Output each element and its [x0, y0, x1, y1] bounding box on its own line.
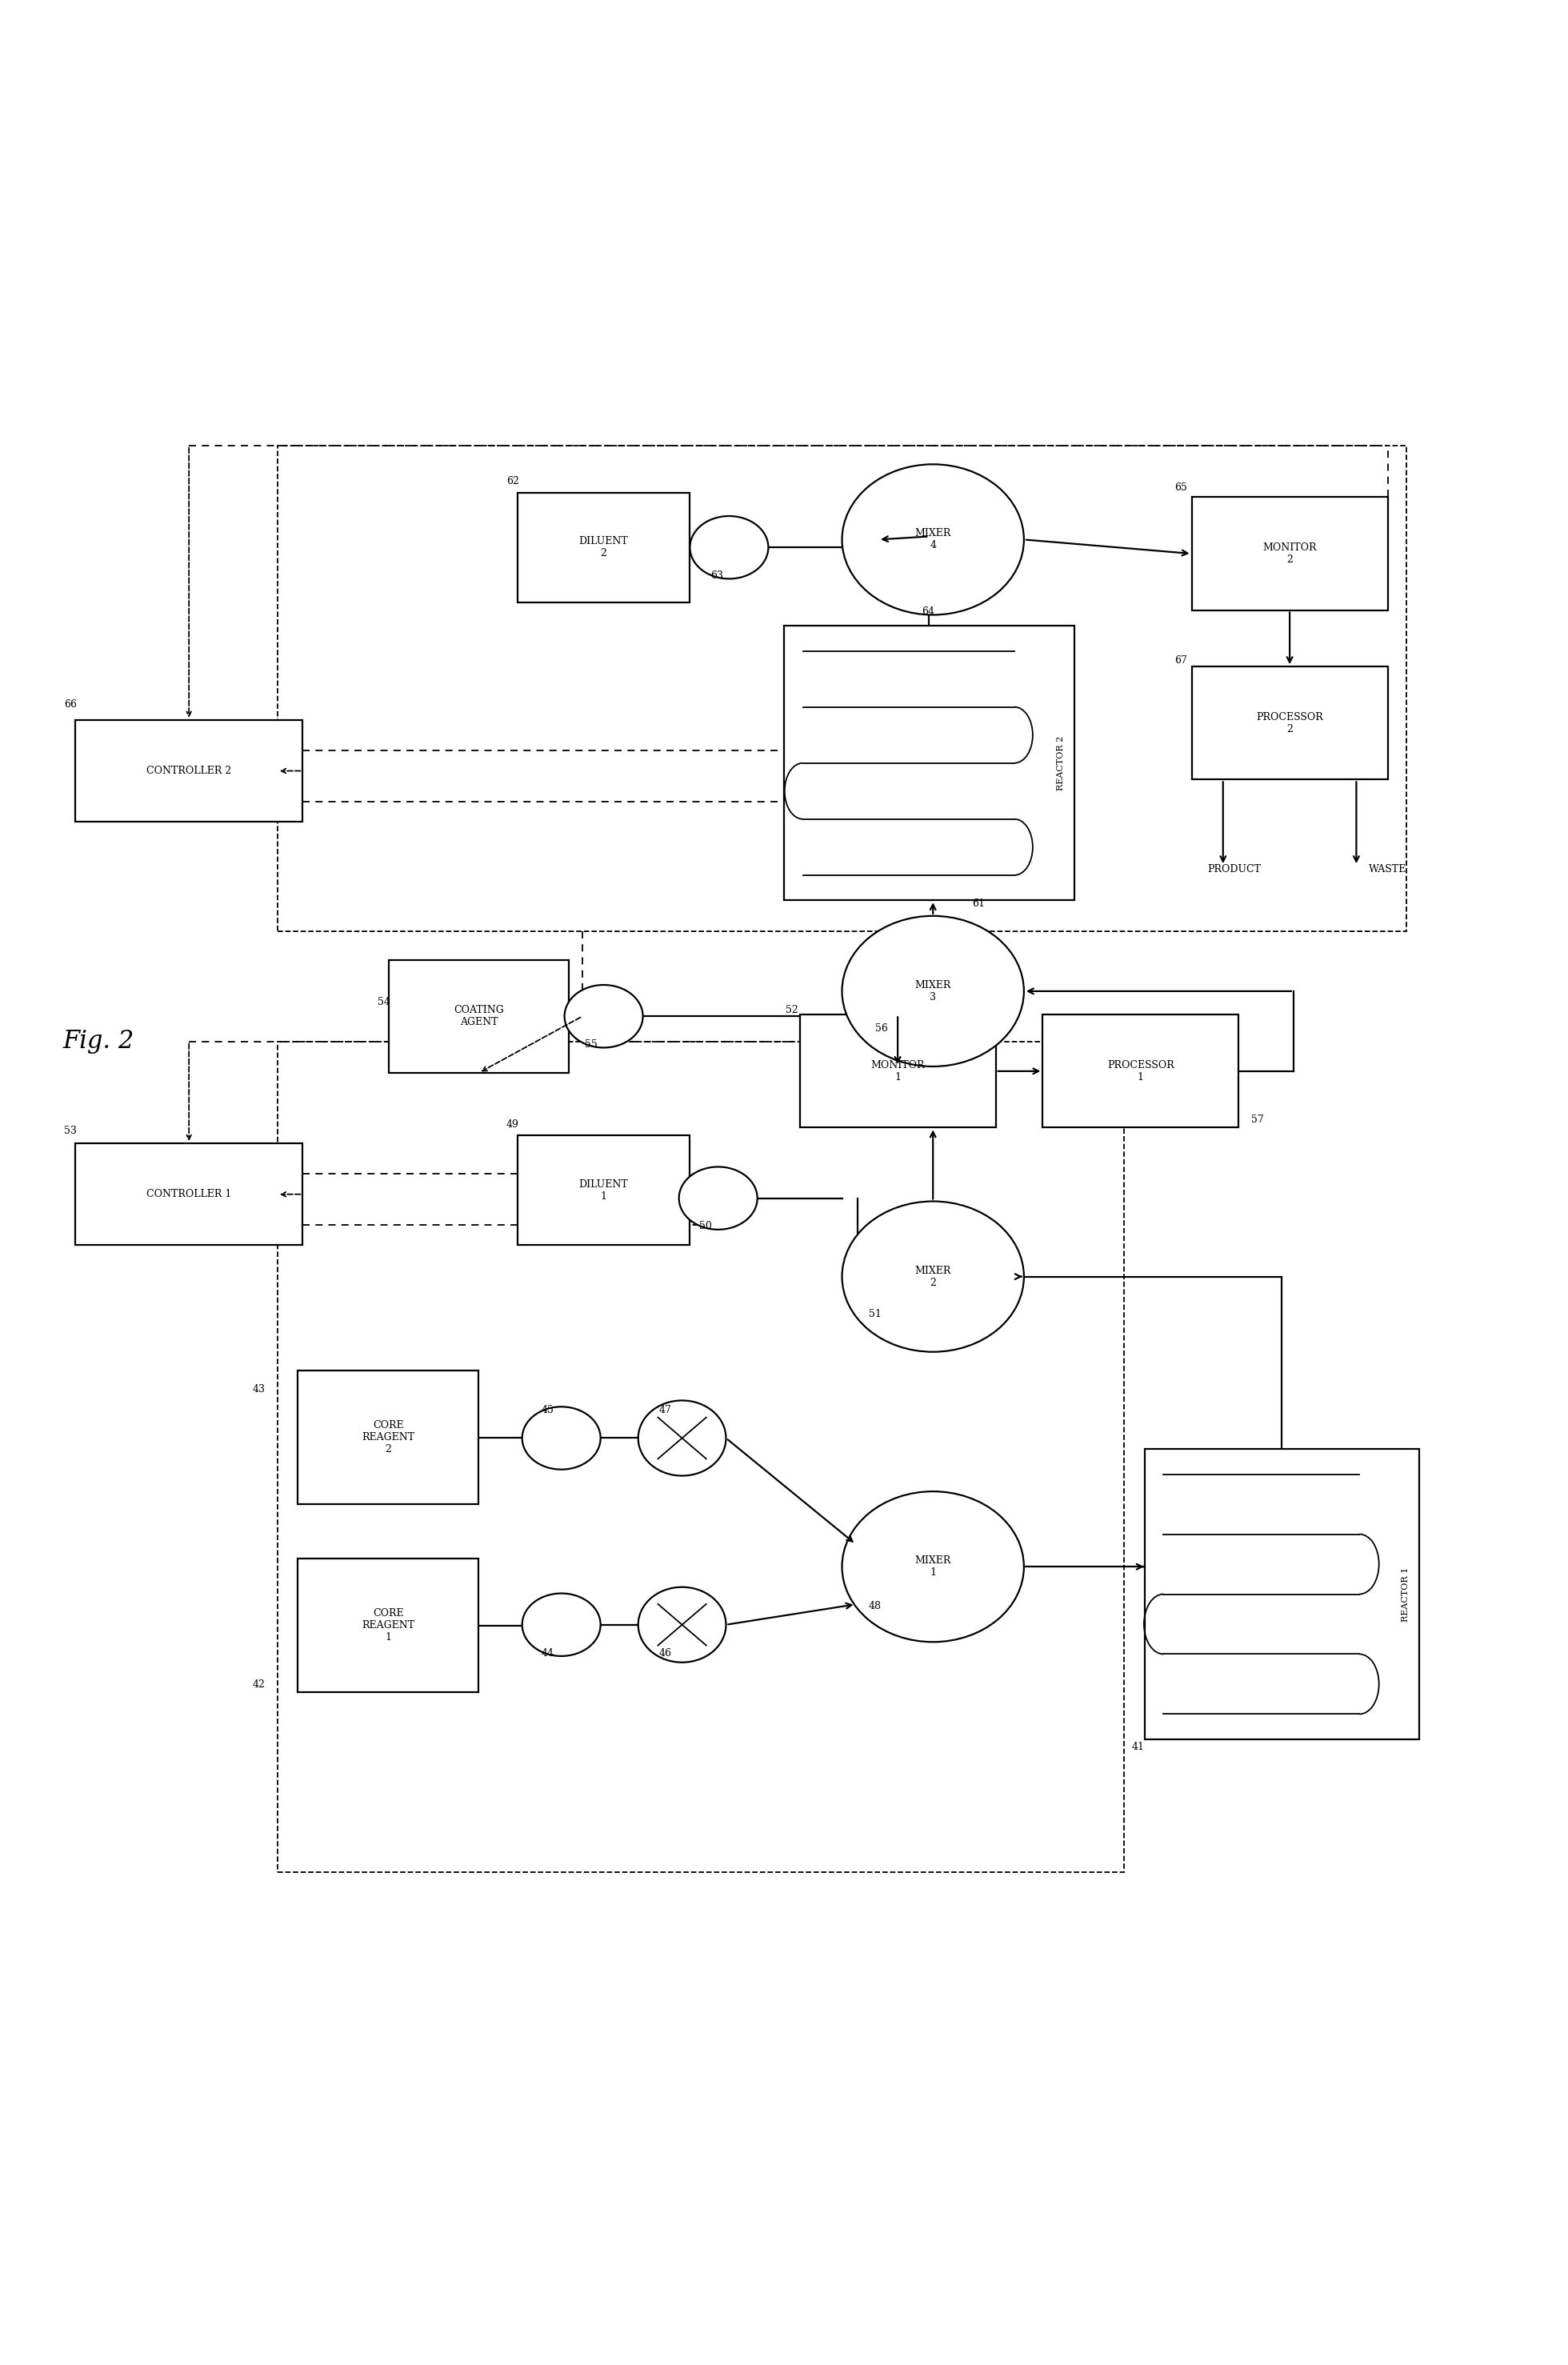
Text: 46: 46: [659, 1648, 671, 1658]
Ellipse shape: [842, 464, 1024, 615]
Text: 48: 48: [869, 1601, 881, 1611]
Text: 50: 50: [699, 1220, 712, 1232]
Text: MONITOR
2: MONITOR 2: [1262, 542, 1317, 565]
Text: 52: 52: [786, 1005, 798, 1015]
Text: MIXER
3: MIXER 3: [914, 979, 952, 1003]
Text: 66: 66: [64, 700, 77, 710]
Text: COATING
AGENT: COATING AGENT: [453, 1005, 505, 1026]
Text: 62: 62: [506, 475, 519, 487]
Text: 49: 49: [506, 1119, 519, 1130]
Ellipse shape: [842, 1492, 1024, 1641]
Text: 54: 54: [378, 998, 390, 1007]
Text: 63: 63: [710, 570, 723, 582]
Bar: [1043, 1015, 1239, 1128]
Text: 43: 43: [252, 1384, 265, 1395]
Ellipse shape: [638, 1400, 726, 1476]
Text: MONITOR
1: MONITOR 1: [870, 1060, 925, 1083]
Text: 56: 56: [875, 1024, 887, 1034]
Text: 45: 45: [541, 1405, 554, 1414]
Text: 55: 55: [585, 1038, 597, 1050]
Text: 51: 51: [869, 1308, 881, 1320]
Bar: [278, 1041, 1124, 1873]
Text: 44: 44: [541, 1648, 554, 1658]
Bar: [278, 445, 1406, 932]
Bar: [800, 1015, 996, 1128]
Ellipse shape: [842, 915, 1024, 1067]
Text: DILUENT
2: DILUENT 2: [579, 537, 629, 558]
Bar: [75, 1142, 303, 1246]
Text: REACTOR 1: REACTOR 1: [1402, 1568, 1410, 1622]
Bar: [75, 719, 303, 821]
Ellipse shape: [564, 984, 643, 1048]
Text: 47: 47: [659, 1405, 671, 1414]
Text: MIXER
1: MIXER 1: [914, 1556, 952, 1577]
Text: MIXER
2: MIXER 2: [914, 1265, 952, 1289]
Text: Fig. 2: Fig. 2: [63, 1029, 135, 1055]
Text: 67: 67: [1174, 655, 1187, 665]
Bar: [517, 1135, 690, 1246]
Bar: [389, 960, 569, 1074]
Text: 61: 61: [972, 899, 985, 908]
Bar: [1145, 1450, 1419, 1738]
Text: REACTOR 2: REACTOR 2: [1057, 736, 1065, 790]
Text: 42: 42: [252, 1679, 265, 1689]
Text: 41: 41: [1132, 1743, 1145, 1752]
Ellipse shape: [842, 1201, 1024, 1353]
Ellipse shape: [690, 516, 768, 579]
Bar: [784, 627, 1074, 901]
Ellipse shape: [522, 1594, 601, 1656]
Text: CORE
REAGENT
1: CORE REAGENT 1: [362, 1608, 414, 1644]
Bar: [1192, 497, 1388, 610]
Ellipse shape: [679, 1166, 757, 1230]
Text: 65: 65: [1174, 482, 1187, 492]
Text: PRODUCT: PRODUCT: [1207, 863, 1261, 875]
Text: PROCESSOR
2: PROCESSOR 2: [1256, 712, 1323, 733]
Bar: [1192, 667, 1388, 780]
Text: CONTROLLER 2: CONTROLLER 2: [146, 766, 232, 776]
Bar: [298, 1372, 478, 1504]
Text: MIXER
4: MIXER 4: [914, 527, 952, 551]
Text: WASTE: WASTE: [1369, 863, 1406, 875]
Text: CORE
REAGENT
2: CORE REAGENT 2: [362, 1419, 414, 1454]
Ellipse shape: [638, 1587, 726, 1663]
Text: 53: 53: [64, 1126, 77, 1135]
Bar: [298, 1559, 478, 1691]
Text: 64: 64: [922, 605, 935, 617]
Text: CONTROLLER 1: CONTROLLER 1: [146, 1190, 232, 1199]
Bar: [517, 492, 690, 603]
Text: PROCESSOR
1: PROCESSOR 1: [1107, 1060, 1174, 1083]
Text: DILUENT
1: DILUENT 1: [579, 1180, 629, 1201]
Text: 57: 57: [1251, 1114, 1264, 1126]
Ellipse shape: [522, 1407, 601, 1469]
